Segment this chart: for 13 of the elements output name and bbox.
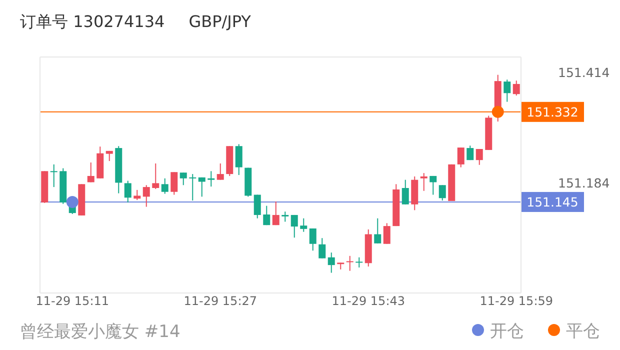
y-tick-label: 151.184 — [558, 176, 610, 191]
title: 订单号 130274134 — [20, 12, 165, 31]
subtitle: GBP/JPY — [188, 12, 251, 31]
legend-label: 开仓 — [490, 322, 524, 342]
y-tick-label: 151.414 — [558, 64, 610, 80]
x-tick-label: 11-29 15:11 — [36, 294, 110, 308]
ref-line-label: 151.332 — [526, 104, 578, 120]
x-tick-label: 11-29 15:59 — [480, 294, 554, 308]
legend-label: 平仓 — [566, 322, 600, 342]
x-tick-label: 11-29 15:43 — [332, 294, 406, 308]
x-tick-label: 11-29 15:27 — [184, 294, 258, 308]
text: 曾经最爱小魔女 #14 — [20, 322, 180, 342]
ref-line-label: 151.145 — [526, 194, 578, 210]
